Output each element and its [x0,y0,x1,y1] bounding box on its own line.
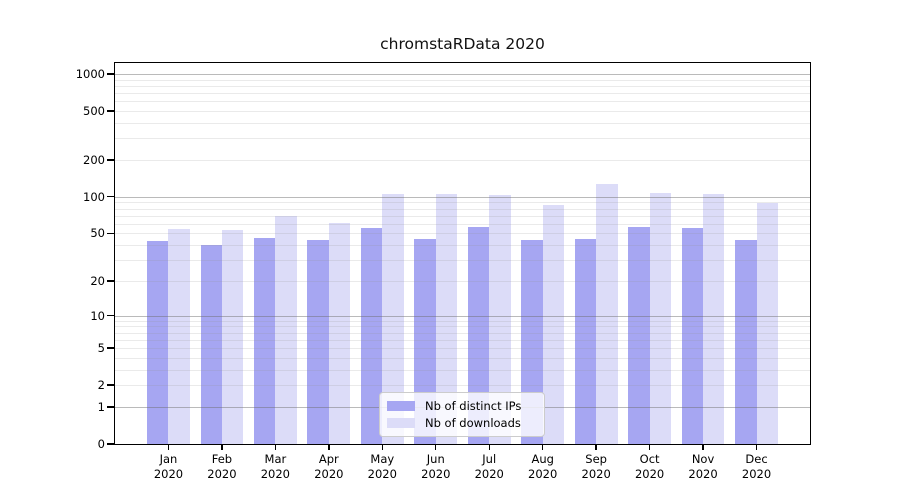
bar-distinct-ips-apr [307,240,329,444]
bar-distinct-ips-may [360,228,383,444]
y-axis-tick-mark [107,73,114,75]
x-axis-tick-label-feb: Feb 2020 [207,452,237,481]
y-axis-tick-label: 500 [83,104,105,119]
y-axis-tick-label: 100 [83,189,105,204]
legend-swatch-distinct-ips-icon [387,401,415,411]
y-axis-tick-label: 0 [97,437,105,451]
x-axis-tick-mark [381,444,383,450]
legend: Nb of distinct IPs Nb of downloads [379,392,545,437]
bar-downloads-jul [489,194,511,444]
bar-distinct-ips-nov [681,228,704,444]
y-axis-tick-mark [107,347,114,349]
bar-downloads-oct [649,192,671,444]
y-axis-tick-mark [107,196,114,198]
x-axis-tick-mark [221,444,223,450]
x-axis-tick-label-jan: Jan 2020 [153,452,184,481]
x-axis-tick-mark [702,444,704,450]
x-axis-tick-label-apr: Apr 2020 [314,452,344,481]
y-axis-tick-mark [107,314,114,317]
y-axis-tick-mark [107,443,114,445]
bars-layer [115,63,810,444]
x-axis-tick-mark [595,444,597,450]
x-axis-tick-label-nov: Nov 2020 [688,452,718,481]
x-axis-tick-label-may: May 2020 [367,452,397,481]
y-axis-tick-label: 50 [90,226,105,241]
bar-downloads-nov [703,194,725,444]
bar-downloads-feb [221,230,244,444]
x-axis-tick-label-sep: Sep 2020 [581,452,611,481]
bar-distinct-ips-sep [574,238,597,444]
bar-distinct-ips-feb [200,245,222,444]
y-axis-tick-label: 200 [83,152,105,167]
plot-area: Nb of distinct IPs Nb of downloads [114,62,811,445]
bar-distinct-ips-mar [253,237,276,444]
legend-item-downloads: Nb of downloads [387,416,537,430]
bar-downloads-jan [168,229,190,444]
x-axis-tick-mark [648,444,651,450]
chart-title: chromstaRData 2020 [380,35,545,53]
legend-label-distinct-ips: Nb of distinct IPs [425,399,522,413]
x-axis-tick-mark [541,444,544,450]
y-axis-tick-mark [107,384,114,386]
bar-downloads-apr [328,222,351,444]
x-axis-tick-label-mar: Mar 2020 [260,452,291,481]
x-axis-tick-mark [167,444,170,450]
x-axis-tick-mark [435,444,437,450]
bar-downloads-may [382,193,404,444]
x-axis-tick-mark [328,444,330,450]
y-axis-tick-mark [107,232,114,235]
bar-downloads-mar [275,215,297,444]
x-axis-tick-mark [274,444,277,450]
y-axis-tick-label: 2 [97,378,105,393]
bar-distinct-ips-dec [735,240,757,444]
bar-downloads-jun [435,194,458,444]
x-axis-tick-label-jun: Jun 2020 [421,452,451,481]
bar-distinct-ips-oct [628,226,650,444]
x-axis-tick-label-dec: Dec 2020 [741,452,772,481]
x-axis-tick-mark [755,444,758,450]
y-axis-tick-mark [107,159,114,161]
y-axis-tick-label: 5 [97,341,105,356]
bar-distinct-ips-jan [147,241,169,444]
y-axis-tick-mark [107,110,114,112]
y-axis-tick-label: 1000 [75,66,105,81]
bar-downloads-aug [542,204,565,444]
legend-label-downloads: Nb of downloads [425,416,521,430]
bar-downloads-sep [596,184,618,444]
x-axis-tick-label-aug: Aug 2020 [528,452,558,481]
x-axis-tick-mark [488,444,490,450]
bar-downloads-dec [756,202,778,444]
legend-swatch-downloads-icon [387,418,415,428]
y-axis-tick-label: 1 [97,399,105,414]
x-axis-tick-label-jul: Jul 2020 [474,452,504,481]
y-axis-tick-mark [107,406,114,408]
x-axis-tick-label-oct: Oct 2020 [634,452,665,481]
bar-distinct-ips-jul [467,226,490,444]
y-axis-tick-mark [107,280,114,282]
legend-item-distinct-ips: Nb of distinct IPs [387,399,537,413]
y-axis-tick-label: 20 [90,273,105,288]
y-axis-tick-label: 10 [90,308,105,323]
